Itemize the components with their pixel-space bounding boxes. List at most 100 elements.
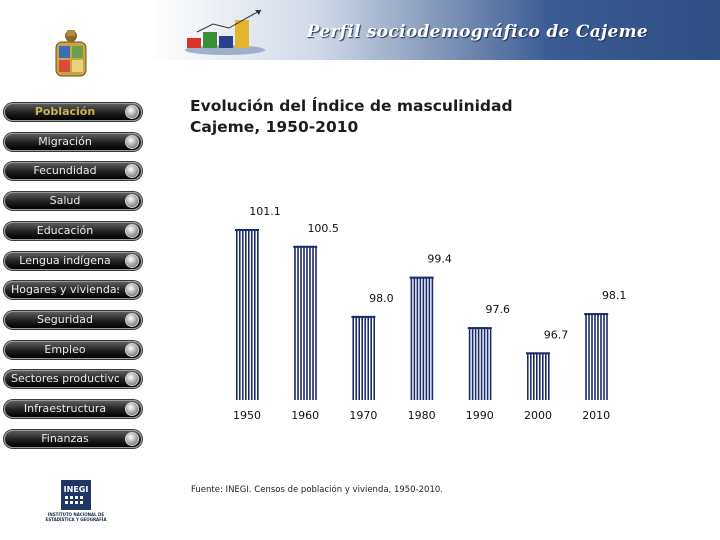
bar-stripe <box>431 276 434 400</box>
sidebar-item-3[interactable]: Fecundidad <box>4 162 142 181</box>
bar-stripe <box>309 245 311 400</box>
bar-stripe <box>315 245 317 400</box>
bar-stripe <box>542 352 544 400</box>
coat-of-arms-logo <box>55 30 87 77</box>
data-label-1960: 100.5 <box>307 222 339 235</box>
bar-stripe <box>594 313 596 400</box>
bar-stripe <box>239 229 241 400</box>
sidebar-item-label: Empleo <box>44 342 86 356</box>
bar-stripe <box>358 315 360 400</box>
sidebar-item-label: Lengua indígena <box>19 253 111 267</box>
bar-stripe <box>425 276 428 400</box>
data-label-1950: 101.1 <box>249 205 281 218</box>
bar-1970 <box>351 315 376 400</box>
bar-stripe <box>355 315 357 400</box>
bar-stripe <box>486 327 489 400</box>
bar-1980 <box>409 276 434 400</box>
chart-title: Evolución del Índice de masculinidad Caj… <box>190 96 590 138</box>
page-title: Perfil sociodemográfico de Cajeme <box>306 22 648 42</box>
sidebar-item-label: Población <box>34 105 96 118</box>
bar-stripe <box>236 229 238 400</box>
x-tick-label-2000: 2000 <box>524 409 552 422</box>
bar-stripe <box>367 315 369 400</box>
sidebar-knob-icon <box>125 372 139 387</box>
sidebar-item-label: Seguridad <box>37 312 93 326</box>
sidebar-item-label: Hogares y viviendas <box>11 283 119 297</box>
sidebar-item-8[interactable]: Seguridad <box>4 310 142 329</box>
bar-stripe <box>588 313 590 400</box>
x-tick-label-2010: 2010 <box>582 409 610 422</box>
bar-stripe <box>545 352 547 400</box>
sidebar-item-label: Salud <box>49 194 81 208</box>
bar-stripe <box>245 229 247 400</box>
bar-stripe <box>254 229 256 400</box>
bar-stripe <box>422 276 425 400</box>
bar-cap <box>293 245 318 248</box>
sidebar-item-12[interactable]: Finanzas <box>4 429 142 448</box>
sidebar-item-label: Infraestructura <box>23 402 107 415</box>
bar-stripe <box>257 229 259 400</box>
data-label-2000: 96.7 <box>544 328 569 341</box>
sidebar-item-2[interactable]: Migración <box>4 132 142 151</box>
bar-cap <box>235 229 259 232</box>
sidebar-knob-icon <box>125 283 139 298</box>
x-tick-label-1990: 1990 <box>466 409 494 422</box>
bar-stripe <box>364 315 366 400</box>
bar-cap <box>409 276 434 279</box>
bar-cap <box>526 352 550 355</box>
bar-stripe <box>536 352 538 400</box>
sidebar-item-11[interactable]: Infraestructura <box>4 400 142 418</box>
bar-stripe <box>539 352 541 400</box>
bar-stripe <box>597 313 599 400</box>
bar-stripe <box>297 245 299 400</box>
sidebar: Población Migración Fecundidad Salud Educaci… <box>0 0 148 540</box>
x-tick-label-1980: 1980 <box>408 409 436 422</box>
bar-stripe <box>477 327 480 400</box>
bar-cap <box>584 313 609 316</box>
sidebar-knob-icon <box>125 431 139 446</box>
sidebar-knob-icon <box>125 134 139 149</box>
bar-stripe <box>416 276 419 400</box>
x-tick-label-1960: 1960 <box>291 409 319 422</box>
chart-subtitle-line: Cajeme, 1950-2010 <box>190 118 359 136</box>
bar-stripe <box>419 276 422 400</box>
sidebar-item-5[interactable]: Educación <box>4 221 142 240</box>
bar-stripe <box>483 327 486 400</box>
sidebar-item-4[interactable]: Salud <box>4 192 142 211</box>
bar-stripe <box>603 313 605 400</box>
inegi-logo: INEGI <box>61 480 91 510</box>
bar-stripe <box>413 276 416 400</box>
bar-stripe <box>303 245 305 400</box>
bar-stripe <box>471 327 474 400</box>
sidebar-knob-icon <box>125 253 139 268</box>
bar-stripe <box>585 313 587 400</box>
sidebar-item-label: Educación <box>36 223 94 237</box>
data-label-2010: 98.1 <box>602 289 627 302</box>
sidebar-item-10[interactable]: Sectores productivos <box>4 370 142 389</box>
bar-stripe <box>468 327 471 400</box>
sidebar-item-1[interactable]: Población <box>4 103 142 121</box>
data-label-1980: 99.4 <box>427 253 452 266</box>
bar-stripe <box>606 313 608 400</box>
sidebar-item-6[interactable]: Lengua indígena <box>4 251 142 270</box>
bar-stripe <box>530 352 532 400</box>
sidebar-item-9[interactable]: Empleo <box>4 340 142 359</box>
sidebar-item-label: Finanzas <box>41 431 89 445</box>
sidebar-item-7[interactable]: Hogares y viviendas <box>4 281 142 300</box>
sidebar-knob-icon <box>125 342 139 357</box>
bar-stripe <box>533 352 535 400</box>
sidebar-knob-icon <box>125 402 139 416</box>
sidebar-item-label: Sectores productivos <box>11 372 119 386</box>
bar-cap <box>351 315 376 318</box>
bar-chart-icon <box>185 9 265 55</box>
bar-stripe <box>428 276 431 400</box>
data-label-1990: 97.6 <box>486 303 511 316</box>
bar-stripe <box>480 327 483 400</box>
bar-1990 <box>467 327 492 400</box>
source-note: Fuente: INEGI. Censos de población y viv… <box>191 485 443 495</box>
bar-stripe <box>352 315 354 400</box>
bar-stripe <box>312 245 314 400</box>
bar-stripe <box>300 245 302 400</box>
bar-stripe <box>591 313 593 400</box>
chart-title-line: Evolución del Índice de masculinidad <box>190 97 513 115</box>
